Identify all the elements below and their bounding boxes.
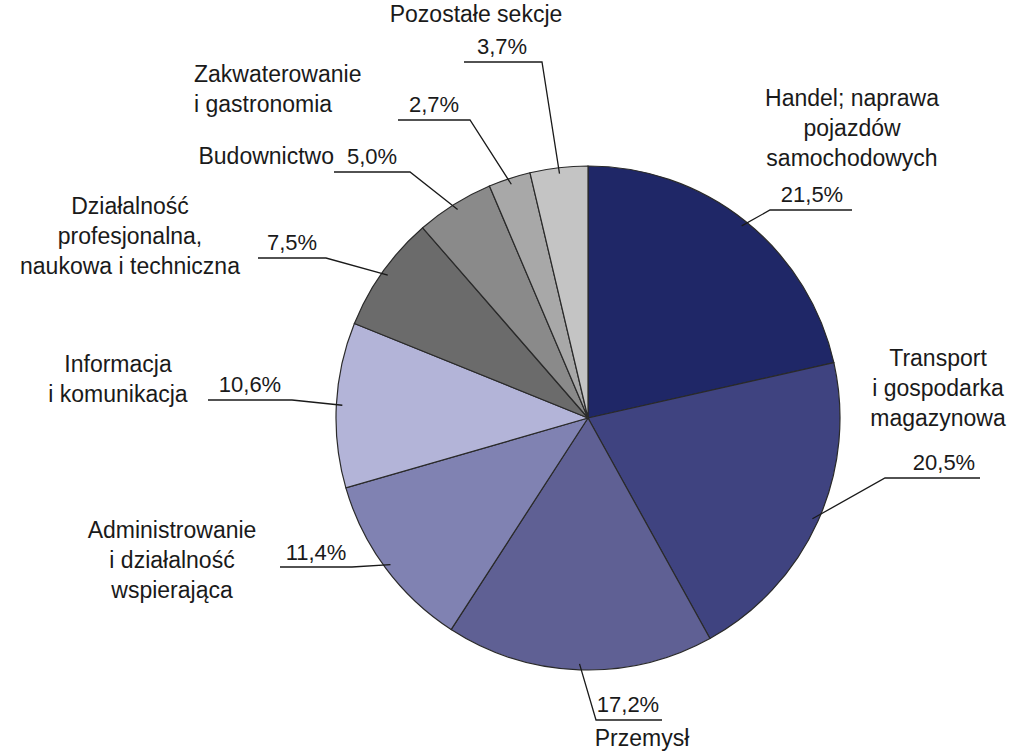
data-label: 11,4%: [286, 540, 347, 565]
data-label: 7,5%: [267, 230, 317, 255]
label-line: Zakwaterowanie: [194, 61, 361, 87]
label-line: wspierająca: [110, 577, 233, 603]
slice-label: Informacja i komunikacja: [48, 351, 188, 407]
slices: [336, 166, 840, 670]
label-line: samochodowych: [766, 145, 937, 171]
labels: Handel; naprawa pojazdów samochodowych 21,5…: [20, 1, 1006, 751]
label-line: naukowa i techniczna: [20, 253, 240, 279]
label-line: pojazdów: [803, 115, 901, 141]
leader-line: [334, 172, 458, 209]
label-line: i gospodarka: [872, 375, 1004, 401]
leader-line: [208, 400, 342, 405]
leader-line: [812, 478, 980, 519]
leader-line: [580, 664, 662, 720]
chart: Handel; naprawa pojazdów samochodowych 21,5…: [0, 0, 1024, 752]
slice-label: Działalność profesjonalna, naukowa i techn…: [20, 193, 240, 279]
label-line: Budownictwo: [198, 143, 334, 169]
slice-label: Budownictwo: [198, 143, 334, 169]
leader-line: [398, 120, 511, 184]
leader-line: [464, 62, 559, 174]
data-label: 21,5%: [781, 182, 843, 207]
slice-label: Zakwaterowanie i gastronomia: [194, 61, 361, 117]
data-label: 5,0%: [347, 144, 397, 169]
label-line: i gastronomia: [194, 91, 332, 117]
slice-label: Pozostałe sekcje: [390, 1, 563, 27]
data-label: 2,7%: [409, 92, 459, 117]
label-line: Działalność: [71, 193, 189, 219]
pie-slice: [530, 166, 588, 418]
label-line: Przemysł: [595, 725, 690, 751]
leader-line: [258, 258, 388, 275]
slice-label: Administrowanie i działalność wspierająca: [88, 517, 257, 603]
label-line: i działalność: [109, 547, 234, 573]
data-label: 3,7%: [477, 34, 527, 59]
data-label: 17,2%: [597, 692, 659, 717]
slice-label: Przemysł: [595, 725, 690, 751]
label-line: Administrowanie: [88, 517, 257, 543]
slice-label: Transport i gospodarka magazynowa: [870, 345, 1006, 431]
label-line: Informacja: [64, 351, 172, 377]
label-line: Handel; naprawa: [765, 85, 939, 111]
data-label: 10,6%: [219, 372, 281, 397]
label-line: profesjonalna,: [58, 223, 203, 249]
leader-line: [742, 210, 852, 226]
label-line: i komunikacja: [48, 381, 188, 407]
leader-line: [280, 565, 390, 567]
label-line: Pozostałe sekcje: [390, 1, 563, 27]
label-line: magazynowa: [870, 405, 1006, 431]
label-line: Transport: [889, 345, 987, 371]
data-label: 20,5%: [913, 450, 975, 475]
slice-label: Handel; naprawa pojazdów samochodowych: [765, 85, 939, 171]
